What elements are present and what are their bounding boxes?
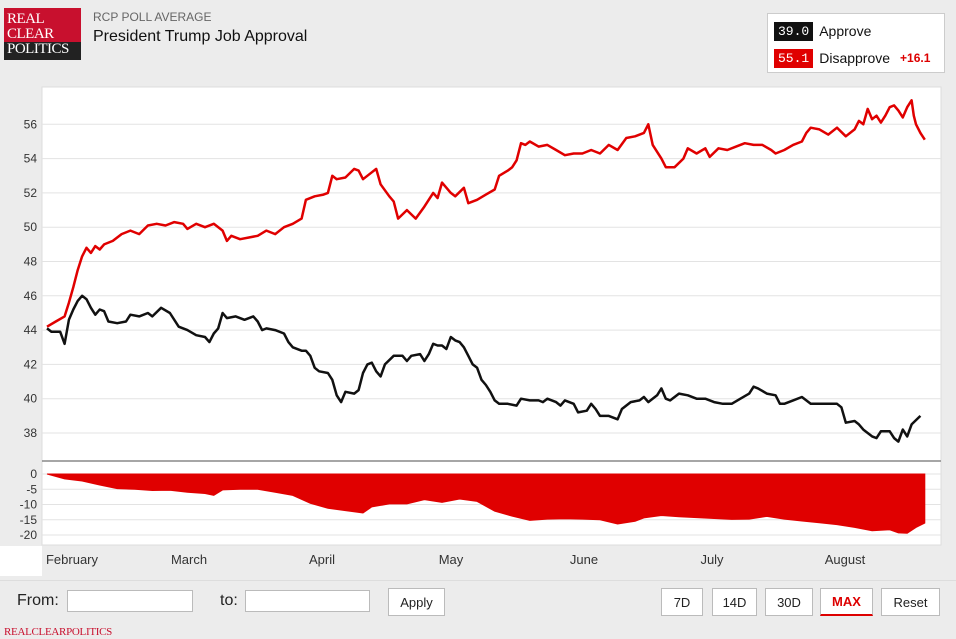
spread-tick-label: -15 — [20, 513, 38, 527]
chart-svg: 38 40 42 44 46 48 50 52 54 56 0-5 -10-15-20 February… — [0, 86, 942, 576]
axis-mask — [0, 546, 42, 576]
chart-area[interactable]: 38 40 42 44 46 48 50 52 54 56 0 -5 -10 -15 -20 February… — [0, 80, 956, 580]
x-tick-label: June — [570, 552, 598, 567]
spread-tick-label: -5 — [26, 482, 37, 496]
logo-line-3: POLITICS — [4, 42, 81, 60]
y-tick-label: 42 — [24, 357, 38, 371]
y-tick-label: 56 — [24, 117, 38, 131]
header: REAL CLEAR POLITICS RCP POLL AVERAGE Pre… — [0, 0, 956, 80]
to-label: to: — [220, 592, 238, 609]
footer-brand: REALCLEARPOLITICS — [4, 626, 112, 638]
approve-value: 39.0 — [774, 21, 814, 41]
y-tick-label: 40 — [24, 392, 38, 406]
y-tick-label: 50 — [24, 220, 38, 234]
x-tick-label: February — [46, 552, 99, 567]
reset-button[interactable]: Reset — [881, 588, 940, 616]
apply-button[interactable]: Apply — [388, 588, 445, 616]
rcp-logo[interactable]: REAL CLEAR POLITICS — [4, 8, 81, 60]
y-tick-label: 46 — [24, 289, 38, 303]
from-label: From: — [17, 592, 59, 609]
x-tick-label: March — [171, 552, 207, 567]
y-tick-label: 54 — [24, 152, 38, 166]
disapprove-value: 55.1 — [774, 48, 814, 68]
spread-area — [46, 473, 926, 534]
logo-line-2: CLEAR — [7, 26, 54, 42]
series-line-approve — [46, 294, 922, 443]
legend-disapprove[interactable]: 55.1 Disapprove +16.1 — [774, 47, 930, 69]
legend-box: 39.0 Approve 55.1 Disapprove +16.1 — [767, 13, 945, 73]
spread-tick-label: 0 — [30, 467, 37, 481]
x-tick-label: July — [700, 552, 724, 567]
spread-tick-label: -20 — [20, 528, 38, 542]
chart-title: President Trump Job Approval — [93, 28, 308, 45]
y-tick-label: 52 — [24, 186, 38, 200]
plot-background — [41, 86, 942, 546]
chart-kicker: RCP POLL AVERAGE — [93, 10, 212, 24]
spread-tick-label: -10 — [20, 498, 38, 512]
range-30d-button[interactable]: 30D — [765, 588, 813, 616]
from-date-input[interactable] — [67, 590, 193, 612]
x-tick-label: May — [439, 552, 464, 567]
range-14d-button[interactable]: 14D — [712, 588, 757, 616]
to-date-input[interactable] — [245, 590, 370, 612]
x-tick-label: April — [309, 552, 335, 567]
logo-line-1: REAL — [7, 11, 45, 27]
series-line-disapprove — [46, 99, 926, 328]
disapprove-label: Disapprove — [819, 50, 891, 66]
approve-label: Approve — [819, 23, 872, 39]
date-range-controls: From: to: Apply 7D 14D 30D MAX Reset — [0, 580, 956, 626]
range-7d-button[interactable]: 7D — [661, 588, 703, 616]
y-tick-label: 48 — [24, 255, 38, 269]
range-max-button[interactable]: MAX — [820, 588, 873, 616]
x-tick-label: August — [825, 552, 866, 567]
y-tick-label: 38 — [24, 426, 38, 440]
legend-approve[interactable]: 39.0 Approve — [774, 20, 871, 42]
spread-value: +16.1 — [900, 51, 931, 65]
y-tick-label: 44 — [24, 323, 38, 337]
